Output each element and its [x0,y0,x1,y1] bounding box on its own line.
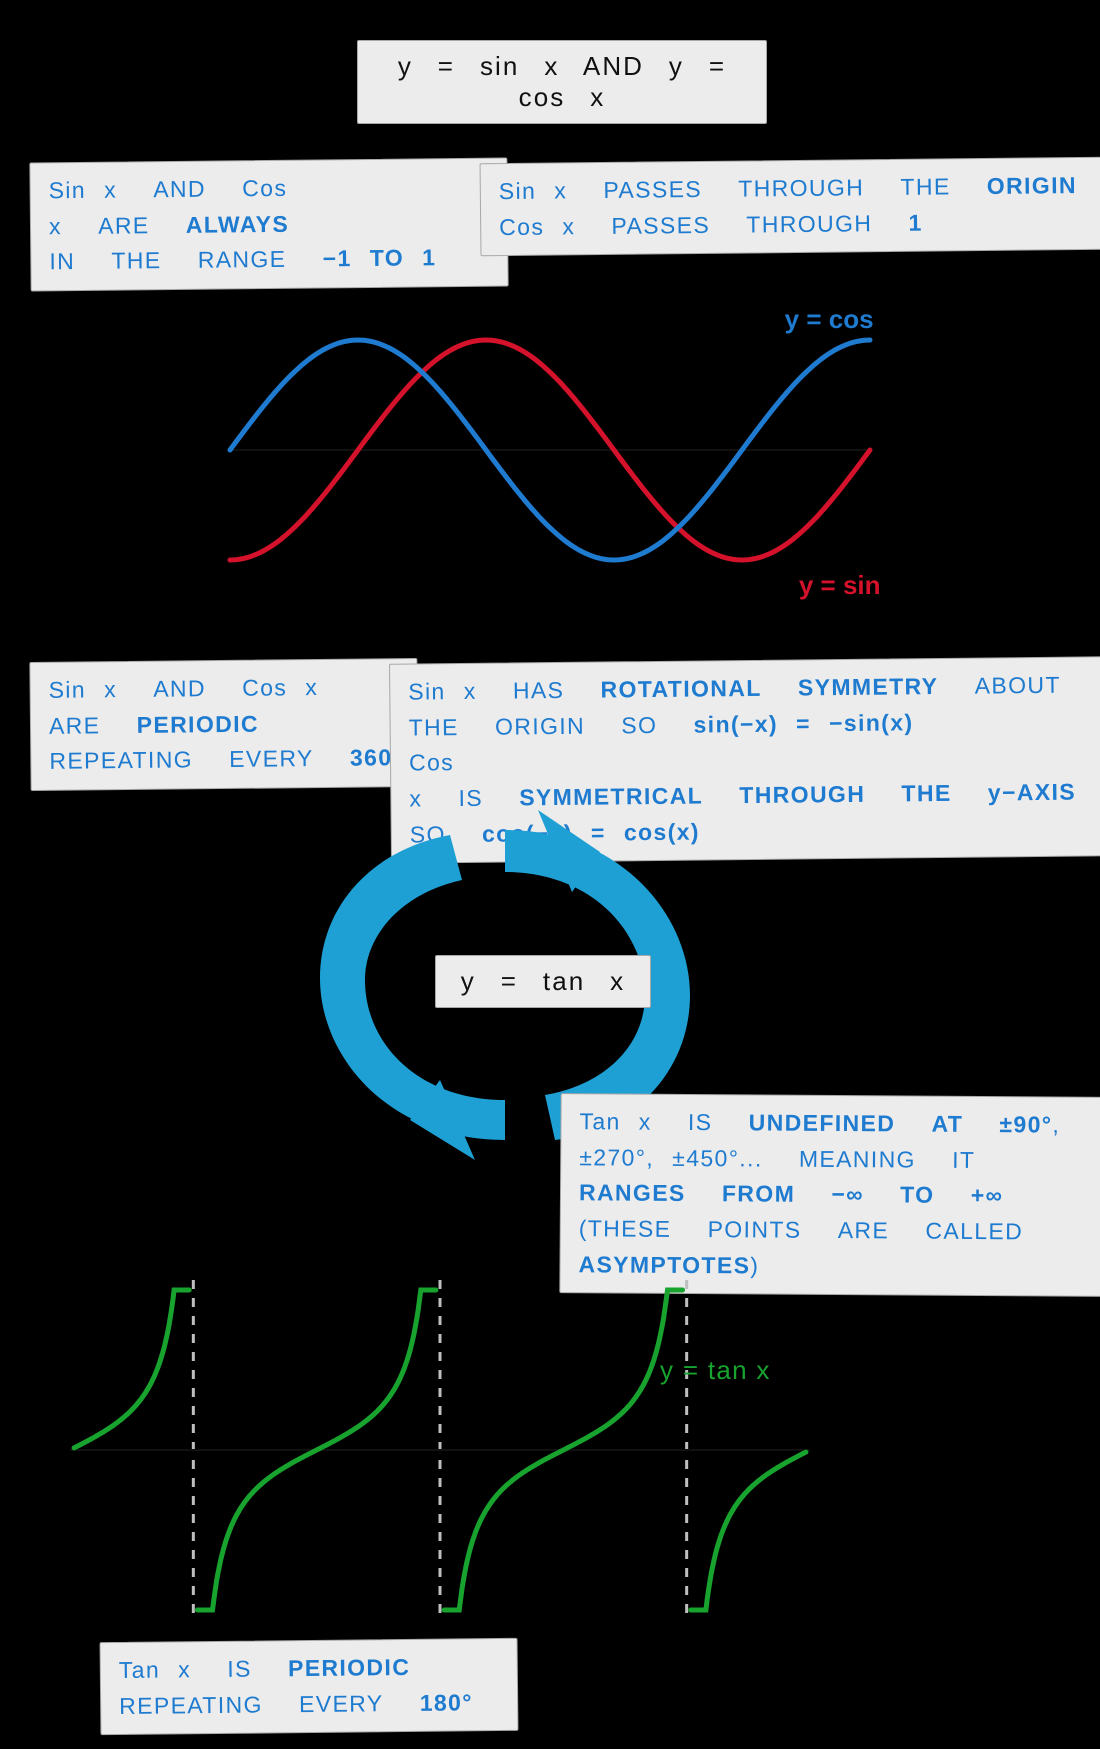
svg-text:y = sin x: y = sin x [799,570,880,600]
curve-label-tan: y = tan x [660,1355,771,1386]
note-origin: Sin x PASSES THROUGH THE ORIGINCos x PAS… [480,157,1100,257]
tan-chart [60,1270,820,1630]
note-periodic-360: Sin x AND Cos xARE PERIODICREPEATING EVE… [29,658,418,791]
note-periodic-180: Tan x IS PERIODICREPEATING EVERY 180° [100,1638,519,1736]
title-sincos: y = sin x AND y = cos x [357,40,767,124]
svg-text:y = cos x: y = cos x [785,304,880,334]
sincos-chart: y = cos x y = sin x [220,300,880,600]
note-undefined: Tan x IS UNDEFINED AT ±90°,±270°, ±450°.… [559,1093,1100,1297]
title-tan: y = tan x [435,955,651,1008]
note-range: Sin x AND Cos x ARE ALWAYSIN THE RANGE −… [29,158,508,292]
